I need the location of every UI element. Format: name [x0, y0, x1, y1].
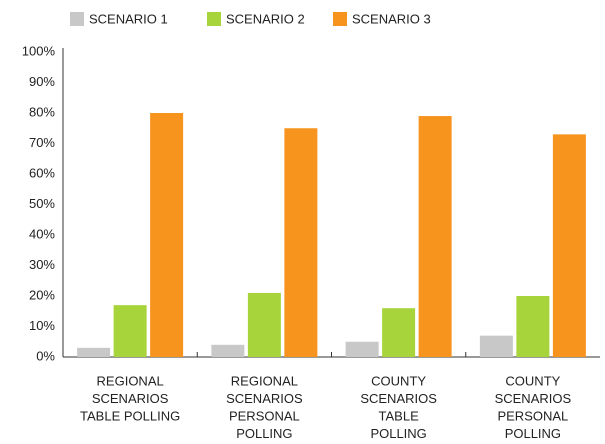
y-tick-label: 30% — [29, 257, 55, 272]
x-tick-label: REGIONAL — [97, 373, 164, 388]
x-tick-label: PERSONAL — [497, 408, 568, 423]
bar — [345, 341, 379, 357]
bar — [77, 347, 111, 357]
x-tick-label: SCENARIOS — [92, 391, 169, 406]
legend-label: SCENARIO 1 — [89, 11, 168, 26]
x-tick-label: TABLE — [379, 408, 420, 423]
legend-label: SCENARIO 3 — [352, 11, 431, 26]
y-tick-label: 0% — [36, 348, 55, 363]
bar — [211, 344, 245, 357]
legend-label: SCENARIO 2 — [226, 11, 305, 26]
bar — [516, 296, 550, 357]
legend-swatch — [333, 12, 347, 26]
x-tick-label: COUNTY — [371, 373, 426, 388]
bar — [150, 113, 184, 357]
y-tick-label: 100% — [22, 43, 56, 58]
bar — [479, 335, 513, 357]
bar — [382, 308, 416, 357]
y-tick-label: 60% — [29, 165, 55, 180]
legend-swatch — [207, 12, 221, 26]
legend-swatch — [70, 12, 84, 26]
bar — [247, 292, 281, 357]
x-tick-label: COUNTY — [505, 373, 560, 388]
x-tick-label: POLLING — [236, 426, 292, 441]
y-tick-label: 50% — [29, 196, 55, 211]
x-tick-label: SCENARIOS — [226, 391, 303, 406]
y-tick-label: 80% — [29, 104, 55, 119]
bar — [284, 128, 318, 357]
y-tick-label: 70% — [29, 135, 55, 150]
bar — [113, 305, 147, 357]
y-tick-label: 90% — [29, 74, 55, 89]
y-tick-label: 20% — [29, 287, 55, 302]
x-tick-label: REGIONAL — [231, 373, 298, 388]
x-tick-label: PERSONAL — [229, 408, 300, 423]
x-tick-label: POLLING — [505, 426, 561, 441]
x-tick-label: SCENARIOS — [495, 391, 572, 406]
x-tick-label: TABLE POLLING — [80, 408, 180, 423]
bar — [552, 134, 586, 357]
y-tick-label: 10% — [29, 318, 55, 333]
x-tick-label: POLLING — [370, 426, 426, 441]
bar — [418, 116, 452, 357]
x-tick-label: SCENARIOS — [360, 391, 437, 406]
y-tick-label: 40% — [29, 226, 55, 241]
